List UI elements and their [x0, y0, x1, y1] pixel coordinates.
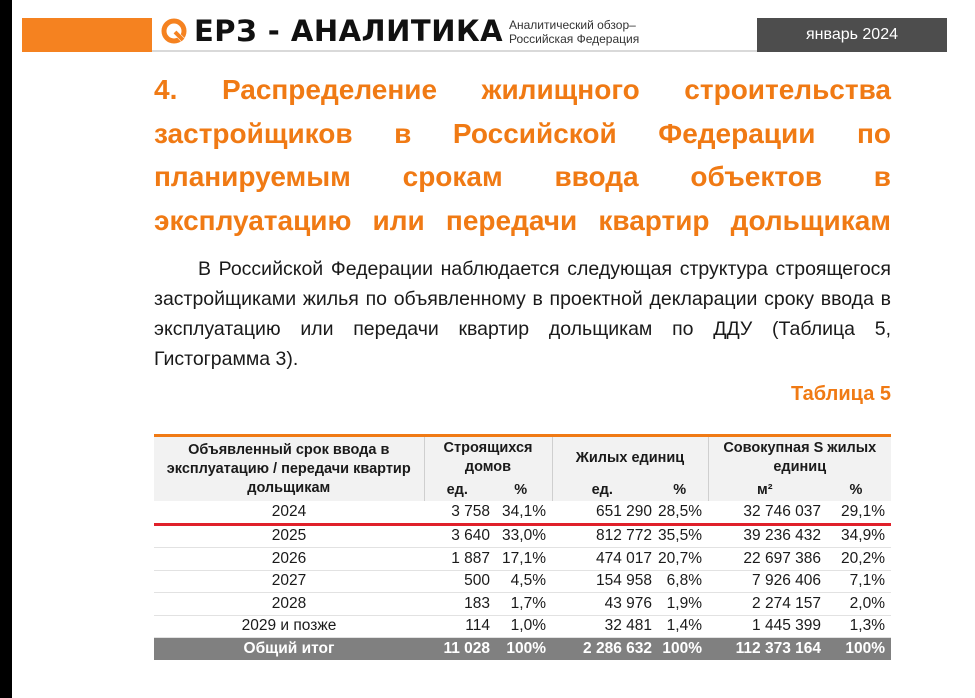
cell-units-pct: 6,8%: [652, 570, 708, 593]
table-row: 2027 500 4,5% 154 958 6,8% 7 926 406 7,1…: [154, 570, 891, 593]
cell-year: 2026: [154, 547, 424, 571]
table-row: 2028 183 1,7% 43 976 1,9% 2 274 157 2,0%: [154, 592, 891, 616]
subheader-houses-pct: %: [490, 479, 553, 501]
logo-q-icon: [160, 17, 188, 45]
cell-year: 2027: [154, 570, 424, 593]
page-edge-strip: [0, 0, 12, 698]
cell-total-area: 112 373 164: [708, 637, 821, 660]
table-row: 2025 3 640 33,0% 812 772 35,5% 39 236 43…: [154, 524, 891, 548]
subheader-units-count: ед.: [552, 479, 652, 501]
header-subtitle-line1: Аналитический обзор–: [509, 18, 636, 32]
cell-total-houses: 11 028: [424, 637, 490, 660]
cell-year: 2025: [154, 524, 424, 548]
cell-houses: 500: [424, 570, 490, 593]
logo: ЕРЗ - АНАЛИТИКА: [160, 14, 503, 48]
subheader-area-m2: м²: [708, 479, 821, 501]
header-area: Совокупная S жилых единиц: [708, 434, 891, 479]
header-subtitle-line2: Российская Федерация: [509, 32, 640, 46]
cell-houses-pct: 17,1%: [490, 547, 552, 571]
cell-houses-pct: 4,5%: [490, 570, 552, 593]
cell-area: 2 274 157: [708, 592, 821, 616]
cell-total-units: 2 286 632: [552, 637, 652, 660]
cell-total-units-pct: 100%: [652, 637, 708, 660]
cell-area-pct: 34,9%: [821, 524, 891, 548]
cell-year: 2028: [154, 592, 424, 616]
cell-units-pct: 20,7%: [652, 547, 708, 571]
cell-area: 7 926 406: [708, 570, 821, 593]
cell-units: 474 017: [552, 547, 652, 571]
cell-area: 32 746 037: [708, 501, 821, 526]
cell-units-pct: 35,5%: [652, 524, 708, 548]
cell-area: 1 445 399: [708, 615, 821, 638]
cell-units: 651 290: [552, 501, 652, 526]
cell-units-pct: 1,9%: [652, 592, 708, 616]
subheader-houses-count: ед.: [424, 479, 490, 501]
cell-total-label: Общий итог: [154, 637, 424, 660]
header-houses: Строящихся домов: [424, 434, 553, 479]
cell-area: 22 697 386: [708, 547, 821, 571]
subheader-units-pct: %: [652, 479, 709, 501]
logo-text: ЕРЗ - АНАЛИТИКА: [194, 14, 504, 48]
header-divider: [152, 50, 757, 52]
cell-total-houses-pct: 100%: [490, 637, 552, 660]
cell-houses-pct: 1,0%: [490, 615, 552, 638]
cell-total-area-pct: 100%: [821, 637, 891, 660]
cell-houses: 3 758: [424, 501, 490, 526]
cell-area-pct: 1,3%: [821, 615, 891, 638]
table-row: 2029 и позже 114 1,0% 32 481 1,4% 1 445 …: [154, 615, 891, 638]
table-total-row: Общий итог 11 028 100% 2 286 632 100% 11…: [154, 637, 891, 660]
cell-houses-pct: 33,0%: [490, 524, 552, 548]
cell-year: 2029 и позже: [154, 615, 424, 638]
cell-area-pct: 20,2%: [821, 547, 891, 571]
table-caption: Таблица 5: [790, 383, 891, 405]
body-paragraph: В Российской Федерации наблюдается следу…: [154, 258, 891, 370]
cell-houses: 114: [424, 615, 490, 638]
table-row: 2024 3 758 34,1% 651 290 28,5% 32 746 03…: [154, 501, 891, 526]
cell-units: 32 481: [552, 615, 652, 638]
header-subtitle: Аналитический обзор– Российская Федераци…: [509, 18, 639, 46]
header-date: январь 2024: [757, 18, 947, 52]
cell-area-pct: 29,1%: [821, 501, 891, 526]
cell-year: 2024: [154, 501, 424, 526]
cell-area-pct: 7,1%: [821, 570, 891, 593]
header-period: Объявленный срок ввода в эксплуатацию / …: [154, 434, 425, 501]
cell-units: 812 772: [552, 524, 652, 548]
cell-units-pct: 1,4%: [652, 615, 708, 638]
cell-houses: 1 887: [424, 547, 490, 571]
cell-houses: 183: [424, 592, 490, 616]
cell-units: 43 976: [552, 592, 652, 616]
cell-houses-pct: 34,1%: [490, 501, 552, 526]
cell-units: 154 958: [552, 570, 652, 593]
table-row: 2026 1 887 17,1% 474 017 20,7% 22 697 38…: [154, 547, 891, 571]
header-units: Жилых единиц: [552, 434, 709, 479]
data-table: Объявленный срок ввода в эксплуатацию / …: [154, 434, 891, 660]
cell-units-pct: 28,5%: [652, 501, 708, 526]
section-title: 4. Распределение жилищного строительства…: [154, 74, 891, 236]
cell-area: 39 236 432: [708, 524, 821, 548]
cell-houses-pct: 1,7%: [490, 592, 552, 616]
cell-houses: 3 640: [424, 524, 490, 548]
subheader-area-pct: %: [821, 479, 891, 501]
header-accent-bar: [22, 18, 152, 52]
cell-area-pct: 2,0%: [821, 592, 891, 616]
